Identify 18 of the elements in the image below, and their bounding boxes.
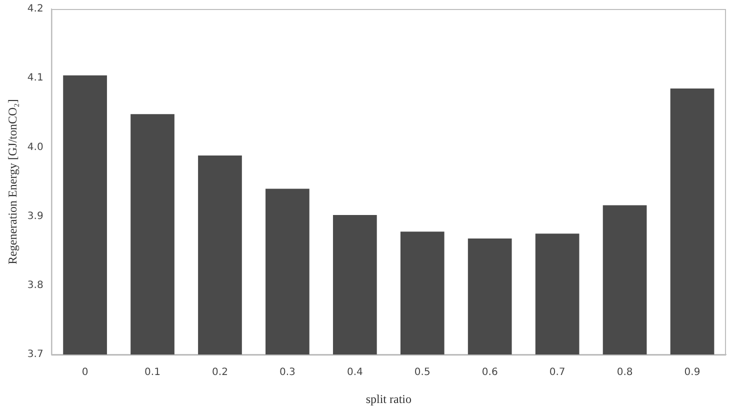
y-tick-label: 4.0 — [27, 142, 44, 153]
y-tick-label: 4.1 — [27, 72, 44, 84]
x-tick-label: 0.6 — [482, 367, 498, 378]
x-axis-title: split ratio — [366, 392, 412, 406]
x-tick-label: 0.7 — [549, 367, 566, 378]
x-tick-label: 0.3 — [279, 367, 296, 378]
x-tick-label: 0.5 — [414, 367, 430, 378]
x-tick-label: 0.4 — [346, 367, 363, 378]
y-tick-label: 3.8 — [27, 280, 44, 292]
y-tick-label: 3.7 — [27, 349, 44, 360]
x-tick-label: 0.2 — [212, 367, 228, 378]
x-tick-label: 0.1 — [144, 367, 160, 378]
x-tick-label: 0 — [82, 367, 88, 378]
y-tick-label: 3.9 — [27, 210, 44, 222]
y-tick-label: 4.2 — [27, 4, 44, 15]
y-axis-title: Regeneration Energy [GJ/tonCO₂] — [5, 99, 20, 264]
x-tick-label: 0.8 — [616, 367, 633, 378]
x-tick-label: 0.9 — [684, 367, 700, 378]
